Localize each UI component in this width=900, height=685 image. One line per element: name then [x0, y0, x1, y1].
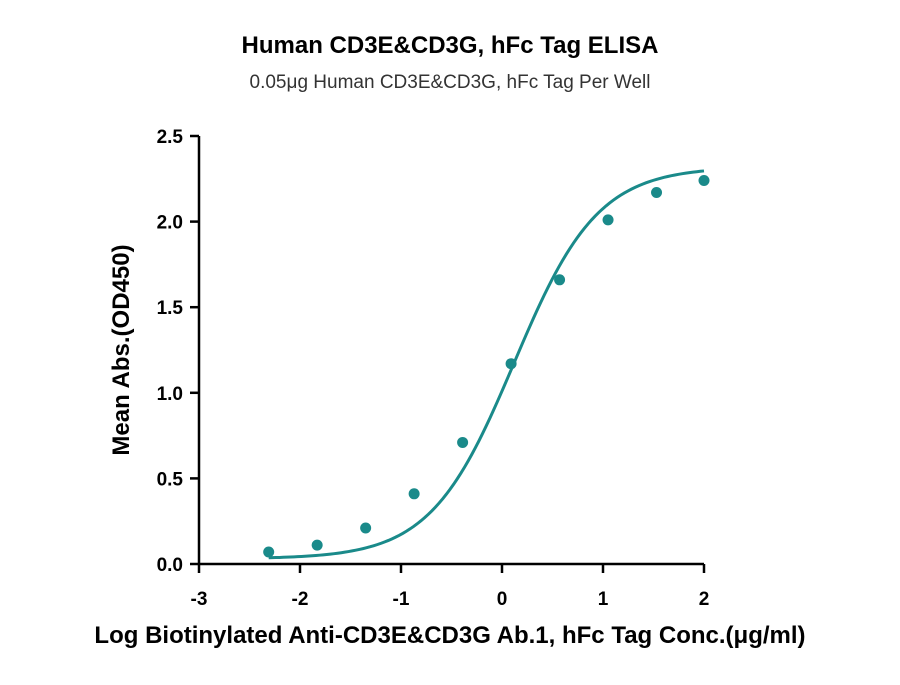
data-point	[698, 175, 710, 187]
x-tick-label: -2	[292, 589, 309, 610]
data-point	[505, 358, 517, 370]
data-point	[408, 488, 420, 500]
series-curve	[268, 169, 705, 560]
data-point	[263, 546, 275, 558]
y-tick-label: 2.5	[157, 127, 184, 148]
x-tick-label: 2	[699, 589, 710, 610]
y-tick-label: 0.0	[157, 555, 183, 576]
chart-subtitle: 0.05μg Human CD3E&CD3G, hFc Tag Per Well	[249, 72, 651, 93]
data-point	[651, 186, 663, 198]
chart-title: Human CD3E&CD3G, hFc Tag ELISA	[241, 32, 659, 59]
x-tick-label: -3	[191, 589, 208, 610]
data-point	[554, 274, 566, 286]
x-tick-label: 1	[598, 589, 609, 610]
x-axis-label: Log Biotinylated Anti-CD3E&CD3G Ab.1, hF…	[94, 622, 806, 649]
data-point	[311, 539, 323, 551]
y-tick-label: 1.0	[157, 384, 183, 405]
y-tick-label: 1.5	[157, 298, 184, 319]
data-point	[457, 436, 469, 448]
data-point	[602, 214, 614, 226]
data-point	[360, 522, 372, 534]
y-tick-label: 2.0	[157, 213, 183, 234]
y-tick-label: 0.5	[157, 469, 184, 490]
x-tick-label: 0	[497, 589, 508, 610]
x-tick-label: -1	[393, 589, 410, 610]
